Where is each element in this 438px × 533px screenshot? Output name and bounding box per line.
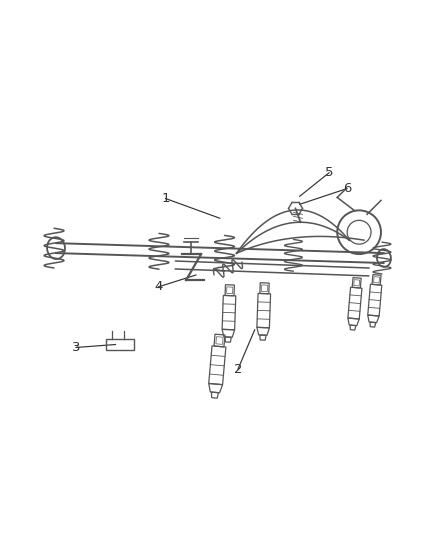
- Text: 4: 4: [154, 280, 162, 293]
- Text: 2: 2: [233, 363, 242, 376]
- Text: 1: 1: [161, 192, 170, 205]
- Text: 5: 5: [325, 166, 334, 179]
- Text: 3: 3: [72, 341, 80, 354]
- Text: 6: 6: [343, 182, 351, 195]
